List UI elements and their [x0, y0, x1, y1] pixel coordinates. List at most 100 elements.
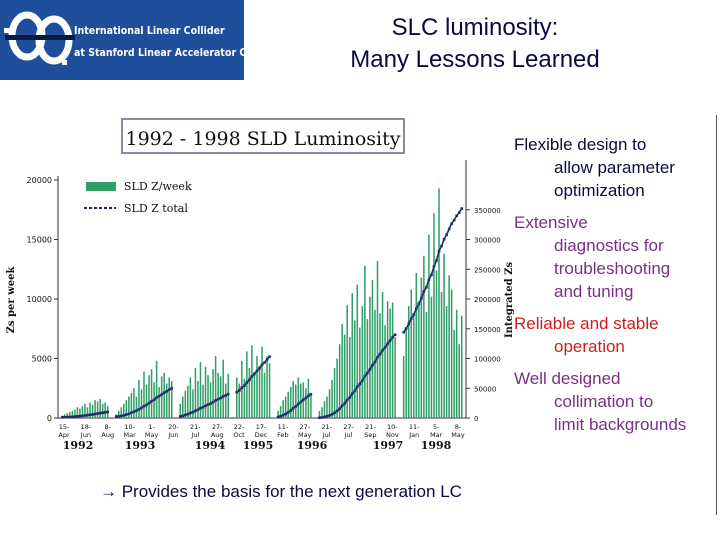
total-marker: [378, 352, 382, 356]
total-marker: [117, 415, 121, 418]
total-marker: [415, 307, 418, 310]
total-marker: [289, 409, 293, 412]
total-marker: [376, 355, 379, 359]
x-tick-month: Apr: [58, 431, 70, 439]
total-marker: [304, 396, 308, 400]
weekly-bar: [371, 279, 374, 418]
x-tick-month: Dec: [255, 431, 268, 439]
weekly-bar: [96, 401, 99, 418]
total-marker: [345, 398, 349, 402]
bullet-2-line-2: diagnostics for: [554, 236, 664, 255]
weekly-bar: [241, 360, 243, 418]
x-tick-month: Jul: [344, 431, 353, 439]
weekly-bar: [295, 384, 297, 418]
weekly-bar: [263, 372, 266, 418]
x-tick-month: Jul: [322, 431, 331, 439]
total-marker: [181, 414, 185, 418]
weekly-bar: [120, 407, 123, 418]
weekly-bar: [289, 387, 292, 418]
weekly-bar: [413, 315, 415, 418]
total-marker: [211, 400, 215, 404]
weekly-bar: [448, 275, 450, 418]
total-marker: [361, 379, 364, 382]
year-label: 1994: [195, 439, 226, 452]
total-marker: [167, 388, 171, 392]
total-marker: [140, 406, 143, 410]
weekly-bar: [445, 306, 448, 418]
total-marker: [333, 411, 336, 415]
weekly-bar: [163, 372, 165, 418]
total-marker: [237, 389, 241, 392]
total-marker: [245, 381, 249, 384]
weekly-bar: [328, 389, 331, 418]
weekly-bar: [130, 393, 133, 418]
weekly-bar: [402, 356, 405, 418]
total-marker: [409, 317, 413, 321]
total-marker: [330, 412, 334, 416]
weekly-bar: [212, 369, 214, 418]
weekly-bar: [243, 378, 246, 418]
total-marker: [343, 402, 346, 405]
weekly-bar: [410, 289, 413, 418]
total-marker: [373, 360, 377, 364]
x-tick-day: 22-: [234, 423, 245, 431]
x-tick-day: 10-: [124, 423, 135, 431]
weekly-bar: [307, 378, 310, 418]
x-tick-day: 15-: [59, 423, 70, 431]
total-marker: [430, 273, 433, 277]
y2-tick-label: 300000: [474, 237, 501, 245]
x-tick-month: Sep: [364, 431, 376, 439]
weekly-bar: [460, 315, 463, 418]
weekly-bar: [238, 383, 241, 418]
total-marker: [152, 398, 156, 402]
total-marker: [73, 415, 77, 418]
weekly-bar: [125, 400, 128, 418]
total-marker: [386, 342, 389, 346]
weekly-bar: [143, 371, 145, 418]
weekly-bar: [379, 313, 381, 418]
weekly-bar: [74, 409, 76, 418]
weekly-bar: [394, 337, 396, 418]
total-marker: [63, 415, 67, 419]
total-marker: [189, 411, 192, 415]
x-tick-month: May: [145, 431, 159, 439]
bullet-1-line-1: Flexible design to: [514, 135, 647, 154]
total-marker: [323, 415, 326, 419]
weekly-bar: [66, 413, 69, 418]
total-marker: [165, 390, 169, 393]
bullet-3: Reliable and stable operation: [514, 312, 720, 358]
weekly-bar: [246, 351, 248, 418]
weekly-bar: [182, 396, 184, 418]
total-marker: [309, 392, 313, 396]
weekly-bar: [235, 377, 238, 418]
x-tick-month: Mar: [124, 431, 137, 439]
ilc-emblem-icon: [4, 11, 75, 65]
total-marker: [127, 412, 131, 416]
total-marker: [366, 371, 369, 375]
y2-tick-label: 150000: [474, 326, 501, 334]
weekly-bar: [305, 388, 307, 418]
total-marker: [318, 416, 321, 420]
total-marker: [135, 409, 138, 413]
luminosity-chart: 1992 - 1998 SLD Luminosity 0 5000 10000 1500…: [0, 115, 515, 490]
x-tick-month: Jan: [408, 431, 419, 439]
total-marker: [450, 222, 453, 226]
total-marker: [445, 233, 448, 237]
total-marker: [263, 361, 266, 364]
x-tick-month: Nov: [386, 431, 399, 439]
total-marker: [248, 378, 251, 382]
total-marker: [219, 396, 222, 400]
total-marker: [427, 278, 431, 282]
total-marker: [353, 389, 357, 393]
weekly-bar: [84, 403, 86, 418]
x-tick-month: Oct: [233, 431, 245, 439]
total-marker: [145, 403, 148, 407]
total-marker: [320, 416, 324, 419]
weekly-bar: [361, 306, 364, 418]
total-marker: [391, 335, 394, 339]
weekly-bar: [227, 373, 229, 418]
weekly-bar: [248, 368, 251, 418]
weekly-bar: [123, 403, 125, 418]
weekly-bar: [407, 306, 410, 418]
total-marker: [103, 411, 107, 414]
